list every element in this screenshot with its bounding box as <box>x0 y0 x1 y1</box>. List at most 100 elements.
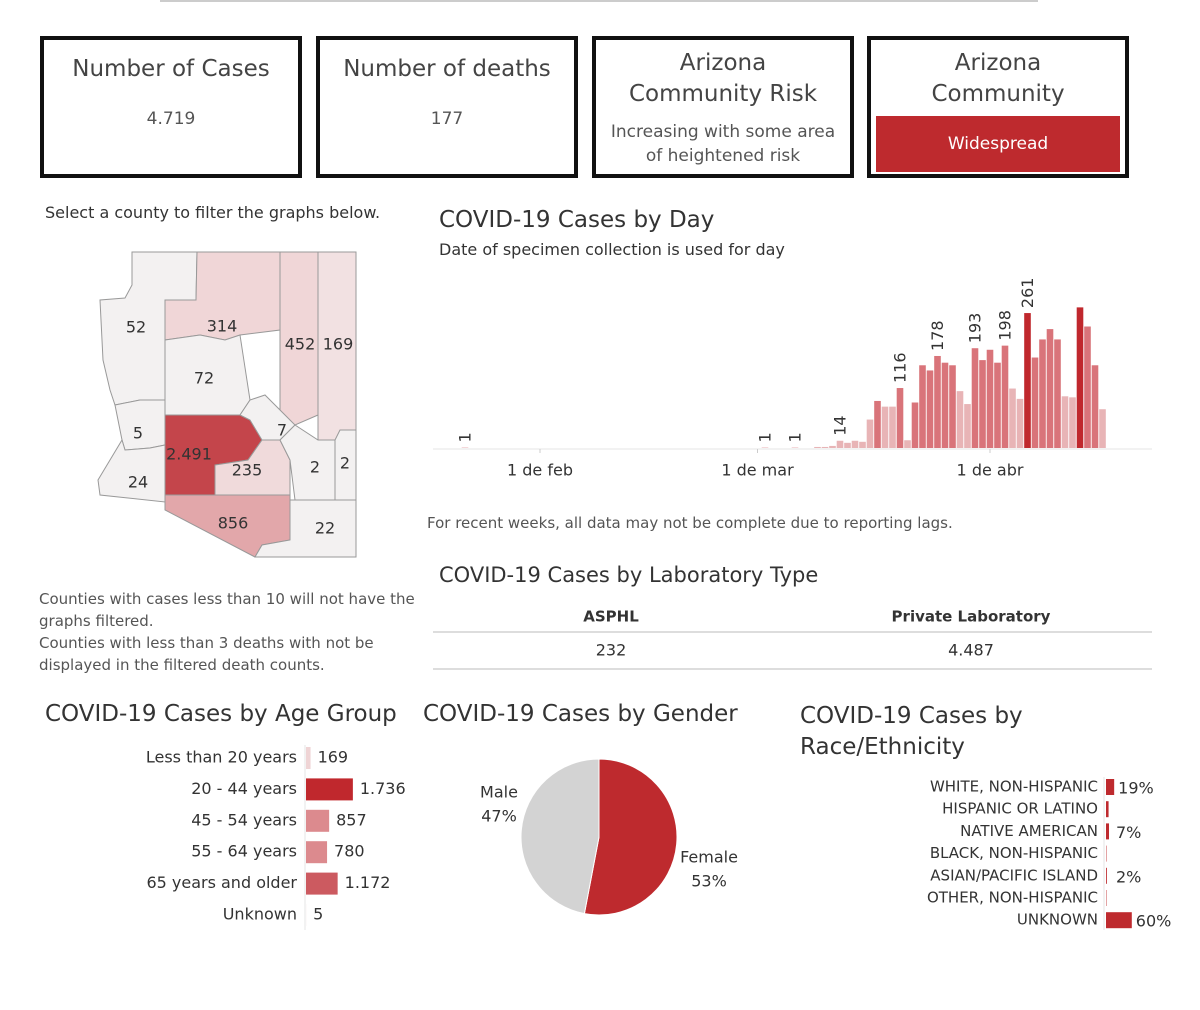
bar <box>836 440 844 448</box>
chart-title: COVID-19 Cases by Gender <box>423 701 738 727</box>
kpi-card: Number of Cases 4.719 <box>40 36 302 178</box>
data-label: 1 <box>756 432 775 442</box>
data-label: 261 <box>1018 278 1037 309</box>
bar <box>844 442 851 448</box>
tab-strip <box>160 0 1038 2</box>
county-label: 5 <box>133 424 143 443</box>
bar <box>821 446 829 448</box>
bar <box>986 349 994 448</box>
y-tick-label: NATIVE AMERICAN <box>960 822 1098 840</box>
data-label: 857 <box>336 810 367 829</box>
bar <box>1099 409 1106 448</box>
bar <box>461 447 469 448</box>
y-tick-label: ASIAN/PACIFIC ISLAND <box>930 866 1098 884</box>
table-cell: 4.487 <box>948 641 994 660</box>
bar <box>306 778 353 801</box>
bar <box>1016 398 1024 448</box>
bar <box>919 365 926 448</box>
bar <box>306 841 328 864</box>
y-tick-label: 65 years and older <box>146 873 297 892</box>
y-tick-label: Unknown <box>223 905 297 924</box>
bar <box>881 406 889 448</box>
bar <box>829 445 836 448</box>
county-label: 22 <box>315 519 335 538</box>
bar <box>1009 388 1016 448</box>
data-label: 1.736 <box>360 779 406 798</box>
data-label: 116 <box>891 352 910 383</box>
bar <box>1106 779 1115 795</box>
bar <box>956 391 964 448</box>
chart-title: COVID-19 Cases by Race/Ethnicity <box>800 703 1023 760</box>
pie-label: Female <box>680 848 738 867</box>
bar <box>971 348 979 448</box>
bar <box>791 447 799 448</box>
data-label: 198 <box>996 310 1015 341</box>
table-cell: 232 <box>596 641 627 660</box>
bar <box>306 872 338 895</box>
bar <box>1084 326 1091 448</box>
bar <box>904 440 911 448</box>
bar <box>896 388 904 448</box>
kpi-title: Number of Cases <box>72 56 270 82</box>
pie-slice <box>583 758 678 916</box>
kpi-title: Arizona Community Spread <box>931 50 1065 107</box>
note: Counties with cases less than 10 will no… <box>39 590 415 630</box>
bar <box>1106 912 1132 929</box>
bar <box>1061 396 1069 448</box>
county-label: 24 <box>128 473 148 492</box>
x-tick-label: 1 de feb <box>507 461 573 480</box>
bar <box>859 441 866 448</box>
county-label: 2 <box>340 454 350 473</box>
bar <box>306 809 330 832</box>
pie-value: 53% <box>691 872 727 891</box>
bar <box>1106 801 1109 818</box>
kpi-value: Increasing with some area of heightened … <box>610 122 836 166</box>
bar <box>814 446 821 448</box>
bar <box>1001 345 1009 448</box>
data-label: 7% <box>1116 823 1141 842</box>
data-label: 5 <box>313 905 323 924</box>
bar <box>851 440 859 448</box>
y-tick-label: WHITE, NON-HISPANIC <box>930 778 1098 796</box>
county[interactable] <box>254 499 357 558</box>
county[interactable] <box>334 429 357 501</box>
county-label: 72 <box>194 369 214 388</box>
kpi-value: Widespread <box>876 116 1120 172</box>
pie-label: Male <box>480 783 518 802</box>
data-label: 19% <box>1118 779 1154 798</box>
data-label: 1 <box>786 432 805 442</box>
pie-slice <box>520 758 600 915</box>
kpi-title: Number of deaths <box>343 56 551 82</box>
data-label: 178 <box>928 320 947 351</box>
y-tick-label: HISPANIC OR LATINO <box>942 800 1098 818</box>
bar <box>949 365 956 448</box>
county-label: 314 <box>207 317 238 336</box>
y-tick-label: 45 - 54 years <box>191 810 297 829</box>
bar <box>1106 823 1110 840</box>
y-tick-label: Less than 20 years <box>146 748 297 767</box>
kpi-card: Number of deaths 177 <box>316 36 578 178</box>
bar <box>306 747 311 769</box>
bar <box>1024 313 1031 448</box>
county-label: 2 <box>310 458 320 477</box>
section-title: COVID-19 Cases by Laboratory Type <box>439 563 819 587</box>
county[interactable] <box>97 438 166 503</box>
county-label: 452 <box>285 335 316 354</box>
data-label: 1 <box>456 432 475 442</box>
bar <box>874 400 881 448</box>
map-instruction: Select a county to filter the graphs bel… <box>45 203 381 222</box>
kpi-title: Arizona Community Risk <box>628 50 818 107</box>
table-header: Private Laboratory <box>892 608 1051 626</box>
x-tick-label: 1 de abr <box>957 461 1024 480</box>
bar <box>1031 357 1039 448</box>
bar <box>911 402 919 448</box>
bar <box>1091 365 1099 448</box>
bar <box>1076 307 1084 448</box>
county-label: 2.491 <box>166 445 212 464</box>
bar <box>1106 867 1107 884</box>
map <box>97 251 357 558</box>
kpi-value: 177 <box>430 109 464 129</box>
data-label: 2% <box>1116 867 1141 886</box>
chart-title: COVID-19 Cases by Age Group <box>45 701 397 727</box>
county-label: 52 <box>126 318 146 337</box>
